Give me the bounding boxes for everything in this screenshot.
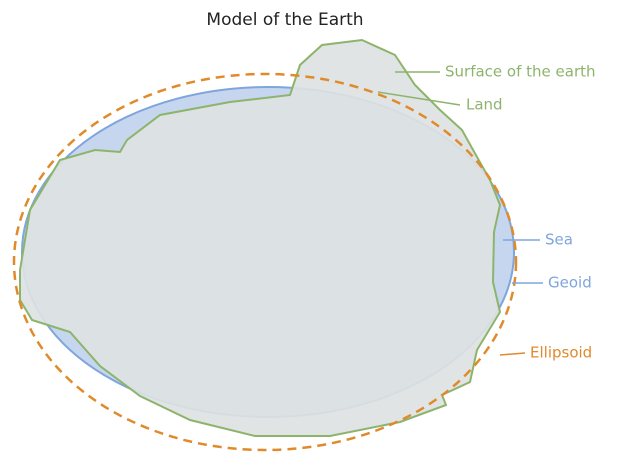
label-surface: Surface of the earth — [445, 63, 596, 81]
label-geoid: Geoid — [548, 274, 592, 292]
diagram: Model of the Earth Surface of the earth … — [0, 0, 644, 463]
label-land: Land — [466, 96, 503, 114]
leader-ellipsoid — [500, 353, 525, 355]
label-sea: Sea — [545, 231, 573, 249]
title: Model of the Earth — [206, 10, 363, 30]
label-ellipsoid: Ellipsoid — [530, 344, 592, 362]
